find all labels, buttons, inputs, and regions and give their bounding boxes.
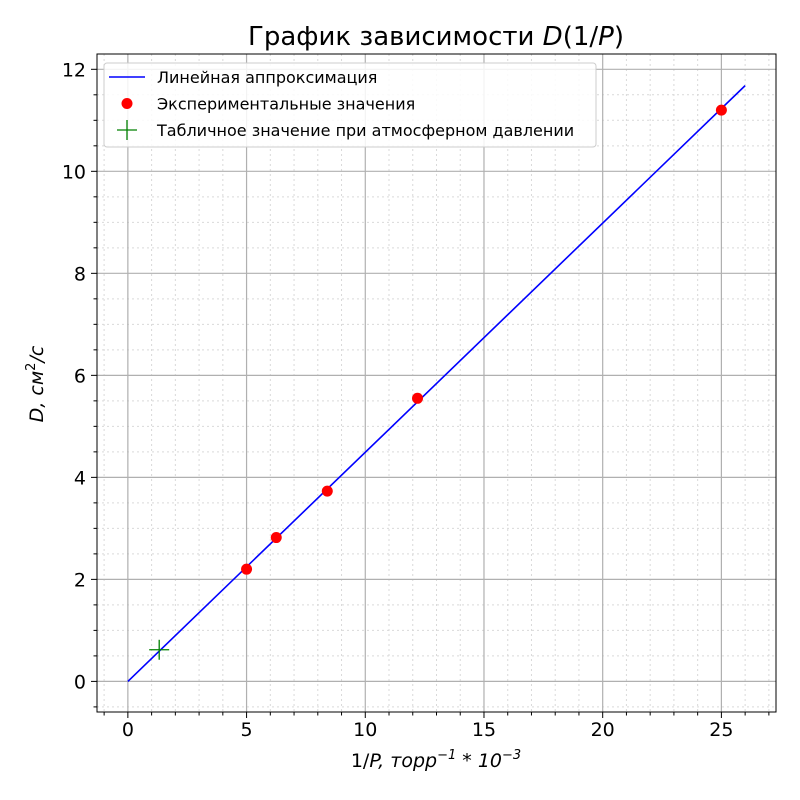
y-tick-label: 2 <box>74 569 86 591</box>
y-tick-label: 6 <box>74 365 86 387</box>
table-value-marker <box>149 639 170 660</box>
y-tick-label: 12 <box>62 59 86 81</box>
x-label-part-1: 1/ <box>351 750 370 772</box>
y-tick-label: 4 <box>74 467 86 489</box>
ticks-layer <box>91 68 770 718</box>
x-tick-label: 20 <box>591 719 615 741</box>
y-tick-label: 0 <box>74 671 86 693</box>
legend-box <box>103 62 597 148</box>
chart-title-italic-d: D <box>543 22 563 52</box>
chart-title: График зависимости D(1/P) <box>248 22 624 52</box>
x-tick-label: 10 <box>353 719 377 741</box>
x-tick-label: 15 <box>472 719 496 741</box>
data-point <box>241 563 253 575</box>
x-tick-label: 0 <box>122 719 134 741</box>
chart-title-paren-open: (1/ <box>563 22 599 52</box>
data-point <box>412 392 424 404</box>
legend-label: Экспериментальные значения <box>157 95 415 114</box>
x-label-exp-1: −1 <box>437 748 456 763</box>
y-label-part-1: D, см <box>26 371 48 423</box>
y-tick-label: 8 <box>74 263 86 285</box>
y-label-part-2: /с <box>26 345 48 364</box>
y-tick-label: 10 <box>62 161 86 183</box>
x-tick-label: 5 <box>241 719 253 741</box>
data-point <box>321 485 333 497</box>
data-point <box>270 532 282 544</box>
tick-labels: 0 5 10 15 20 25 0 2 4 6 8 10 12 <box>62 59 734 741</box>
chart-title-main: График зависимости <box>248 22 543 52</box>
chart-title-italic-p: P <box>598 22 614 52</box>
y-axis-label: D, см2/с <box>24 345 48 422</box>
legend-label: Табличное значение при атмосферном давле… <box>156 121 574 140</box>
x-label-exp-2: −3 <box>502 748 521 763</box>
legend: Линейная аппроксимация Экспериментальные … <box>103 62 597 148</box>
chart-title-paren-close: ) <box>614 22 624 52</box>
data-point <box>715 104 727 116</box>
series-layer <box>127 85 746 682</box>
legend-label: Линейная аппроксимация <box>157 68 377 87</box>
series-line <box>127 85 746 682</box>
x-label-part-3: * 10 <box>456 750 502 772</box>
y-label-exp: 2 <box>24 363 39 371</box>
legend-swatch-circle <box>121 98 133 109</box>
x-axis-label: 1/P, торр−1 * 10−3 <box>351 748 521 772</box>
minor-grid <box>97 54 776 712</box>
x-label-part-2: P, торр <box>369 750 437 772</box>
x-tick-label: 25 <box>709 719 733 741</box>
